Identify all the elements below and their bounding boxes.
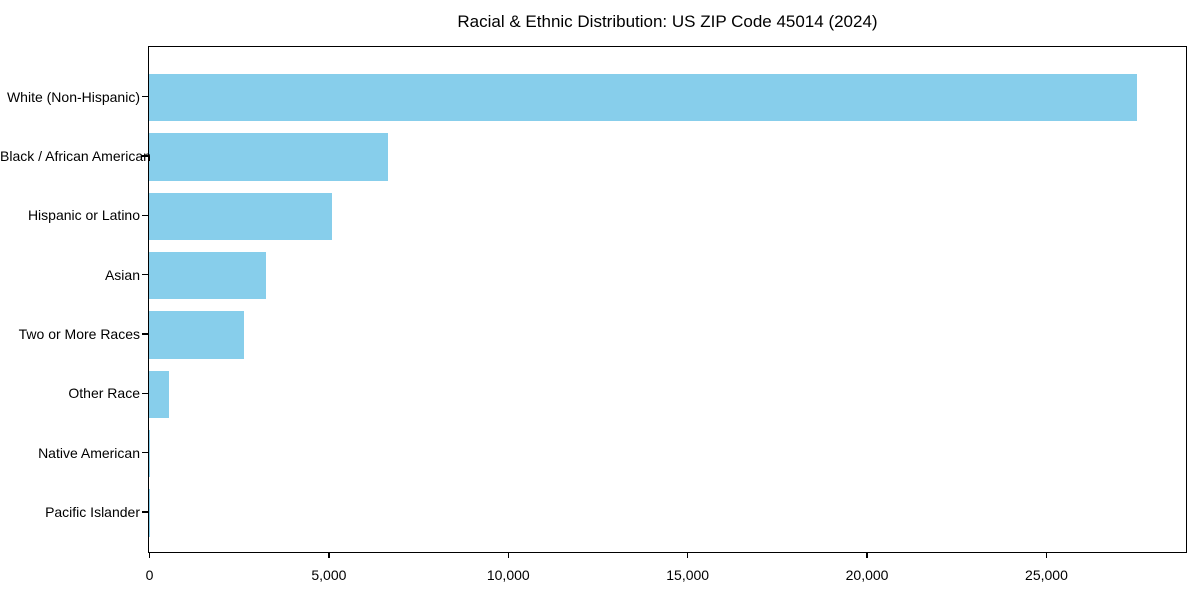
y-axis-label: Hispanic or Latino (27, 207, 140, 224)
x-axis-tick (686, 553, 689, 558)
bars-container (149, 68, 1186, 543)
chart-row (149, 365, 1186, 424)
chart-row (149, 187, 1186, 246)
y-axis-tick (142, 392, 148, 395)
bar (149, 73, 1137, 122)
x-axis-tick (866, 553, 868, 558)
x-axis-tick-label: 5,000 (311, 567, 347, 583)
bar (149, 370, 169, 419)
bar (149, 192, 333, 241)
bar (149, 311, 245, 359)
y-axis-label: Black / African American (0, 147, 151, 164)
x-axis-tick-label: 15,000 (666, 567, 710, 583)
y-axis-label: Pacific Islander (45, 503, 140, 520)
bar (149, 133, 388, 181)
x-axis-tick (148, 553, 151, 558)
bar (149, 429, 151, 478)
y-axis-label: Native American (38, 444, 140, 461)
chart-row (149, 68, 1186, 127)
chart-row (149, 246, 1186, 305)
y-axis-tick (142, 155, 148, 157)
chart-row (149, 127, 1186, 186)
x-axis-tick (507, 553, 510, 558)
plot-area (148, 46, 1187, 553)
y-axis-tick (142, 273, 148, 276)
x-axis-tick (328, 553, 330, 558)
chart-row (149, 305, 1186, 364)
x-axis-tick-label: 20,000 (845, 567, 889, 583)
bar (149, 489, 150, 537)
y-axis-tick (142, 333, 148, 335)
x-axis-tick-label: 25,000 (1025, 567, 1068, 583)
x-axis-tick (1045, 553, 1048, 558)
y-axis-label: White (Non-Hispanic) (6, 88, 140, 105)
bar (149, 251, 266, 300)
chart-title: Racial & Ethnic Distribution: US ZIP Cod… (457, 12, 878, 31)
y-axis-tick (142, 214, 148, 217)
y-axis-label: Other Race (68, 385, 140, 402)
y-axis-tick (142, 451, 148, 454)
chart-row (149, 483, 1186, 542)
x-axis-tick-label: 10,000 (486, 567, 530, 583)
x-axis-tick-label: 0 (145, 567, 154, 583)
y-axis-tick (142, 511, 148, 513)
y-axis-tick (142, 95, 148, 98)
y-axis-label: Two or More Races (18, 325, 140, 342)
y-axis-label: Asian (104, 266, 140, 283)
chart-row (149, 424, 1186, 483)
